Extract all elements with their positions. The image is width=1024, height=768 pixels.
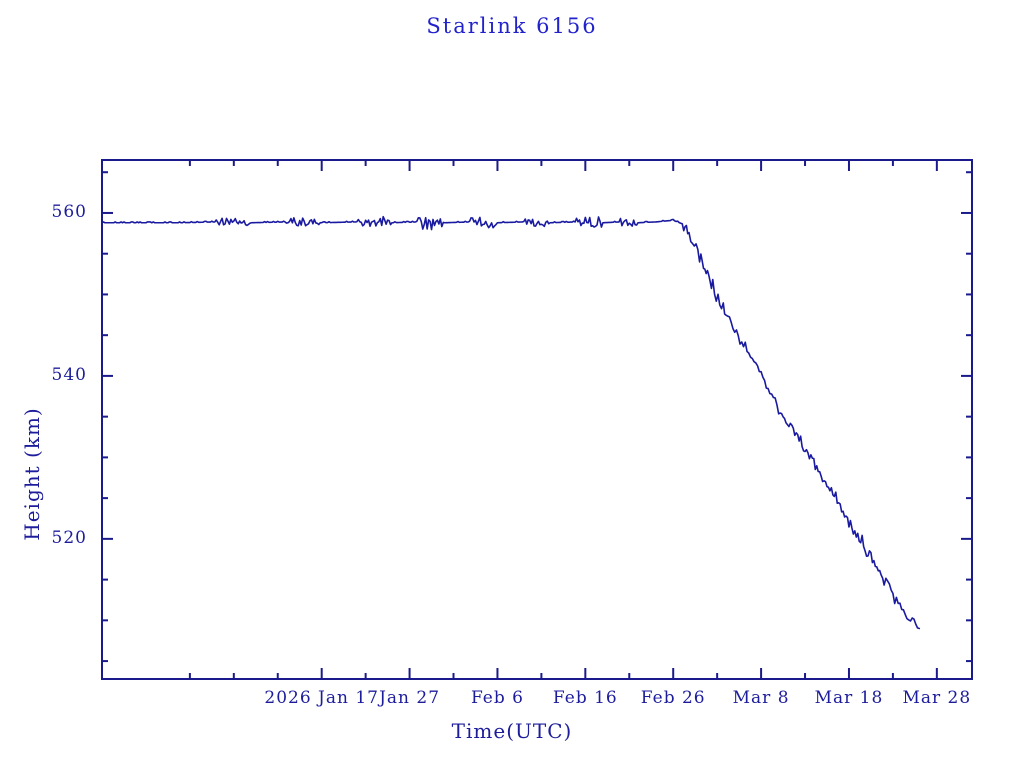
y-tick-label: 560 <box>51 201 87 222</box>
axis-ticks <box>102 160 972 679</box>
x-tick-label: Mar 18 <box>814 688 884 708</box>
x-tick-label: Feb 16 <box>552 688 618 708</box>
x-tick-label: Feb 26 <box>640 688 706 708</box>
x-tick-label: Jan 27 <box>379 688 441 708</box>
y-tick-label: 540 <box>51 364 87 385</box>
x-tick-label: Feb 6 <box>470 688 524 708</box>
x-tick-label: 2026 Jan 17 <box>264 688 379 708</box>
y-tick-label: 520 <box>51 527 87 548</box>
chart-title: Starlink 6156 <box>426 14 598 38</box>
x-tick-label: Mar 28 <box>902 688 972 708</box>
plot-frame <box>101 159 973 680</box>
x-axis-title: Time(UTC) <box>451 719 573 743</box>
x-tick-label: Mar 8 <box>732 688 790 708</box>
data-series-height <box>101 215 921 630</box>
